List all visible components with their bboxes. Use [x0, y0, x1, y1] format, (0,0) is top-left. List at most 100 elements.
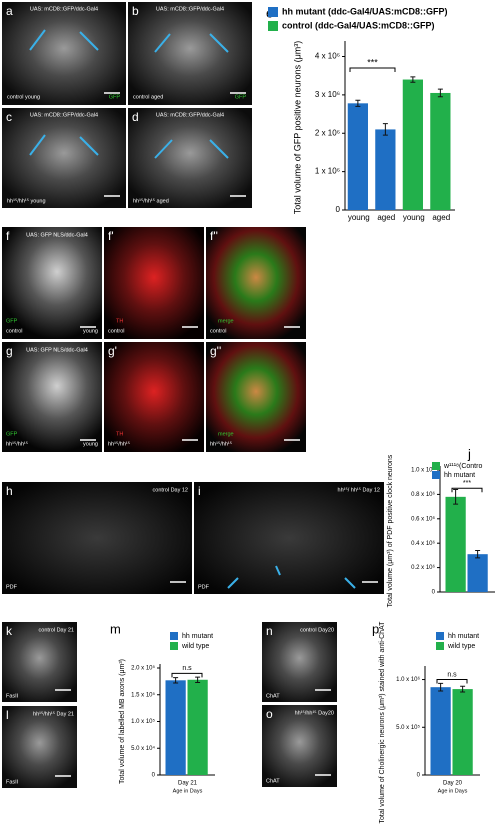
- panel-label: hh¹⁵/hh¹⁵ young: [7, 197, 46, 204]
- panel-label: GFP: [6, 318, 18, 324]
- legend-swatch: [268, 7, 278, 17]
- panel-letter: d: [132, 110, 139, 124]
- legend-swatch: [170, 642, 178, 650]
- error-bar: [460, 685, 466, 693]
- panel-label: TH: [116, 431, 123, 437]
- error-bar: [173, 677, 179, 684]
- panel-label: hh¹⁵/hh¹⁵: [6, 440, 28, 447]
- significance-bracket: [349, 67, 396, 73]
- panel-label: control Day 12: [153, 487, 188, 493]
- micrograph: [128, 2, 252, 105]
- panel-label: control: [210, 328, 227, 334]
- panel-letter: o: [266, 707, 273, 721]
- significance-label: n.s: [182, 665, 192, 672]
- panel-letter: a: [6, 4, 13, 18]
- panel-label: hh¹⁵/hh¹⁵: [210, 440, 232, 447]
- panel-letter: g'': [210, 344, 221, 358]
- y-tick-label: 0: [336, 205, 341, 214]
- panel-label: PDF: [198, 584, 210, 590]
- arrow: [209, 139, 229, 159]
- panel-label: UAS: mCD8::GFP/ddc-Gal4: [30, 112, 98, 118]
- panel-label: hh¹⁵/ hh¹⁵ Day 12: [338, 486, 380, 493]
- y-tick-label: 1.5 x 10⁵: [131, 691, 155, 698]
- legend-label: wild type: [181, 643, 209, 650]
- significance-label: ***: [367, 57, 378, 67]
- panel-label: control Day20: [300, 627, 334, 633]
- panel-label: control: [108, 328, 125, 334]
- legend-label: hh mutant: [448, 633, 479, 640]
- y-tick-label: 3 x 10⁶: [315, 90, 340, 99]
- panel-label: hh¹⁵/hh¹⁵: [108, 440, 130, 447]
- legend-label: wild type: [447, 643, 475, 650]
- micrograph: [194, 482, 384, 594]
- panel-label: UAS: mCD8::GFP/ddc-Gal4: [30, 6, 98, 12]
- legend-swatch: [432, 471, 440, 479]
- y-tick-label: 0.4 x 10⁶: [411, 540, 435, 547]
- arrow: [275, 565, 281, 576]
- arrow: [79, 31, 99, 51]
- error-bar: [382, 123, 388, 136]
- panel-label: control young: [7, 94, 40, 100]
- micrograph: [2, 342, 102, 452]
- panel-letter: c: [6, 110, 12, 124]
- bar: [430, 92, 451, 210]
- micrograph: [262, 705, 337, 787]
- panel-label: control: [6, 328, 23, 334]
- bar: [375, 129, 396, 210]
- micrograph: [104, 227, 204, 339]
- legend-swatch: [436, 642, 444, 650]
- legend-label: control (ddc-Gal4/UAS:mCD8::GFP): [282, 20, 435, 30]
- panel-letter: n: [266, 624, 273, 638]
- panel-label: merge: [218, 318, 234, 324]
- legend-label: w¹¹¹⁸(Contro: [443, 463, 482, 470]
- bar: [452, 689, 473, 775]
- panel-label: merge: [218, 431, 234, 437]
- panel-letter: g: [6, 344, 13, 358]
- error-bar: [355, 99, 361, 107]
- significance-bracket: [171, 672, 203, 678]
- micrograph: [2, 482, 192, 594]
- micrograph: [2, 2, 126, 105]
- y-tick-label: 0: [417, 773, 421, 779]
- y-tick-label: 2 x 10⁶: [315, 128, 340, 137]
- micrograph: [2, 108, 126, 208]
- panel-label: control Day 21: [39, 627, 74, 633]
- arrow: [209, 33, 229, 53]
- arrow: [29, 134, 46, 156]
- panel-letter: g': [108, 344, 117, 358]
- bar: [347, 103, 368, 210]
- significance-label: ***: [463, 480, 471, 487]
- y-tick-label: 1.0 x 10⁵: [131, 718, 155, 725]
- arrow: [344, 577, 356, 589]
- legend-label: hh mutant (ddc-Gal4/UAS:mCD8::GFP): [282, 6, 448, 16]
- panel-letter: p: [372, 621, 379, 636]
- significance-label: n.s: [447, 671, 457, 678]
- panel-label: TH: [116, 318, 123, 324]
- panel-label: FasII: [6, 779, 19, 785]
- panel-label: GFP: [109, 94, 121, 100]
- bar: [187, 679, 208, 775]
- panel-label: UAS: mCD8::GFP/ddc-Gal4: [156, 112, 224, 118]
- y-tick-label: 1 x 10⁶: [315, 167, 340, 176]
- micrograph: [2, 622, 77, 702]
- y-tick-label: 0.2 x 10⁶: [411, 564, 435, 571]
- arrow: [154, 139, 173, 159]
- y-tick-label: 0.6 x 10⁶: [411, 515, 435, 522]
- y-axis-label: Total volume of GFP positive neurons (μm…: [292, 41, 302, 215]
- error-bar: [453, 489, 459, 505]
- panel-label: UAS: mCD8::GFP/ddc-Gal4: [156, 6, 224, 12]
- panel-label: control aged: [133, 94, 163, 100]
- x-tick-label: Day 21: [178, 781, 198, 787]
- y-tick-label: 5.0 x 10⁴: [131, 745, 155, 752]
- y-tick-label: 5.0 x 10⁵: [396, 724, 420, 731]
- panel-label: hh¹⁵/hh¹⁵ Day 21: [33, 710, 74, 717]
- arrow: [79, 136, 99, 156]
- x-tick-label: aged: [377, 213, 395, 222]
- error-bar: [438, 682, 444, 692]
- panel-label: hh¹⁵/hh¹⁵ aged: [133, 197, 169, 204]
- x-tick-label: young: [348, 213, 370, 222]
- x-axis-label: Age in Days: [173, 788, 203, 794]
- y-axis-label: Total volume of labelled MB axons (μm³): [119, 659, 126, 784]
- legend-swatch: [436, 632, 444, 640]
